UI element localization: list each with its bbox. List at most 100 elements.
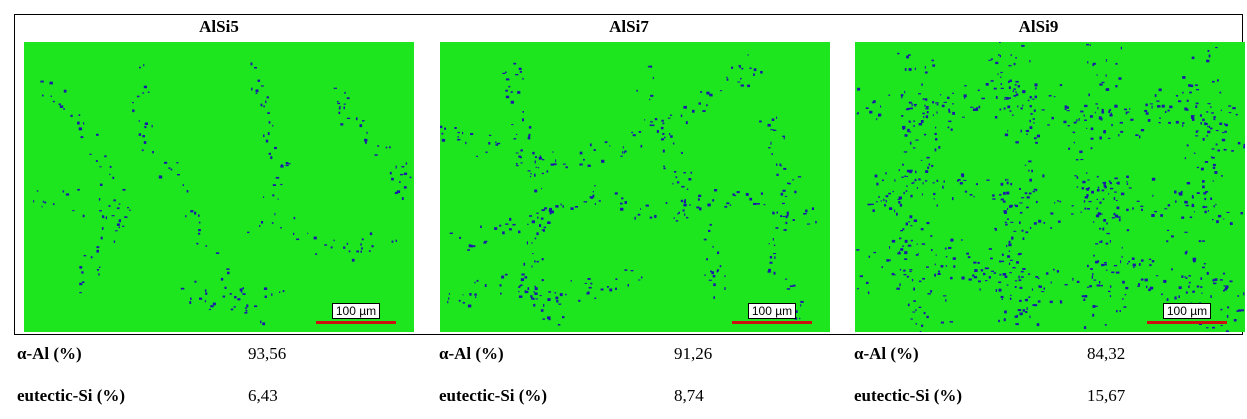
silicon-particle xyxy=(1081,295,1085,298)
silicon-particle xyxy=(1064,105,1068,108)
silicon-particle xyxy=(773,212,775,215)
silicon-particle xyxy=(1100,213,1103,215)
silicon-particle xyxy=(995,61,999,65)
silicon-particle xyxy=(391,240,394,243)
silicon-particle xyxy=(1243,292,1245,296)
silicon-particle xyxy=(774,256,776,259)
silicon-particle xyxy=(773,271,776,275)
silicon-particle xyxy=(661,138,664,141)
silicon-particle xyxy=(756,203,760,205)
silicon-particle xyxy=(40,80,44,83)
silicon-particle xyxy=(917,253,919,255)
silicon-particle xyxy=(1212,326,1215,329)
silicon-particle xyxy=(108,205,111,207)
silicon-particle xyxy=(182,184,184,187)
silicon-particle xyxy=(205,292,208,295)
silicon-particle xyxy=(1015,57,1017,59)
silicon-particle xyxy=(714,189,718,192)
silicon-particle xyxy=(970,106,974,108)
silicon-particle xyxy=(1178,100,1182,103)
eutectic-label-alsi7: eutectic-Si (%) xyxy=(439,386,548,405)
silicon-particle xyxy=(484,284,487,287)
silicon-particle xyxy=(1205,206,1208,208)
silicon-particle xyxy=(244,312,248,314)
silicon-particle xyxy=(265,139,269,143)
silicon-particle xyxy=(138,133,142,136)
silicon-particle xyxy=(1088,200,1092,203)
silicon-particle xyxy=(1144,278,1148,282)
silicon-particle xyxy=(263,134,265,138)
silicon-particle xyxy=(546,170,549,173)
silicon-particle xyxy=(180,287,185,290)
silicon-particle xyxy=(1206,135,1208,137)
silicon-particle xyxy=(885,199,887,203)
silicon-particle xyxy=(684,198,686,201)
silicon-particle xyxy=(1083,200,1086,203)
silicon-particle xyxy=(900,94,904,97)
silicon-particle xyxy=(948,110,951,113)
silicon-particle xyxy=(535,298,538,300)
silicon-particle xyxy=(918,178,921,181)
silicon-particle xyxy=(1194,84,1198,86)
silicon-particle xyxy=(1188,275,1191,277)
silicon-particle xyxy=(1107,137,1111,139)
silicon-particle xyxy=(907,130,909,133)
silicon-particle xyxy=(1158,88,1162,92)
silicon-particle xyxy=(1229,280,1233,283)
silicon-particle xyxy=(1192,257,1197,261)
silicon-particle xyxy=(925,98,928,101)
silicon-particle xyxy=(724,287,726,290)
silicon-particle xyxy=(534,285,536,288)
silicon-particle xyxy=(98,273,100,276)
silicon-particle xyxy=(343,106,345,110)
silicon-particle xyxy=(1033,304,1038,307)
silicon-particle xyxy=(1202,180,1205,183)
silicon-particle xyxy=(1202,185,1205,189)
silicon-particle xyxy=(1133,266,1135,269)
silicon-particle xyxy=(1029,96,1032,99)
silicon-particle xyxy=(632,134,636,137)
silicon-particle xyxy=(932,64,936,67)
silicon-particle xyxy=(263,287,268,290)
silicon-particle xyxy=(590,196,594,199)
silicon-particle xyxy=(947,126,950,129)
silicon-particle xyxy=(518,290,520,293)
silicon-particle xyxy=(935,254,937,256)
silicon-particle xyxy=(1108,180,1111,183)
silicon-particle xyxy=(896,212,898,216)
silicon-particle xyxy=(1007,218,1009,220)
silicon-particle xyxy=(262,322,266,326)
silicon-particle xyxy=(886,259,890,262)
silicon-particle xyxy=(1033,109,1036,112)
silicon-particle xyxy=(1036,134,1040,138)
silicon-particle xyxy=(1191,56,1195,60)
silicon-particle xyxy=(1035,276,1039,278)
silicon-particle xyxy=(1219,279,1223,281)
silicon-particle xyxy=(1019,252,1022,255)
silicon-particle xyxy=(947,96,950,99)
silicon-particle xyxy=(1071,205,1074,207)
silicon-particle xyxy=(1105,74,1107,77)
silicon-particle xyxy=(1225,330,1229,332)
silicon-particle xyxy=(594,185,596,187)
silicon-particle xyxy=(995,96,998,99)
silicon-particle xyxy=(907,303,910,307)
silicon-particle xyxy=(539,155,542,159)
silicon-particle xyxy=(533,303,536,307)
silicon-particle xyxy=(1089,285,1092,288)
silicon-particle xyxy=(272,194,275,197)
alpha-value-alsi5: 93,56 xyxy=(248,344,287,363)
silicon-particle xyxy=(116,223,120,226)
silicon-particle xyxy=(578,299,581,302)
silicon-particle xyxy=(144,122,148,125)
silicon-particle xyxy=(1198,323,1202,325)
silicon-particle xyxy=(600,288,604,291)
silicon-particle xyxy=(740,84,744,87)
silicon-particle xyxy=(1212,163,1216,167)
silicon-particle xyxy=(932,114,934,117)
silicon-particle xyxy=(136,95,140,98)
silicon-particle xyxy=(462,294,464,296)
silicon-particle xyxy=(1203,263,1206,265)
silicon-particle xyxy=(1080,110,1084,113)
silicon-particle xyxy=(1106,232,1110,235)
